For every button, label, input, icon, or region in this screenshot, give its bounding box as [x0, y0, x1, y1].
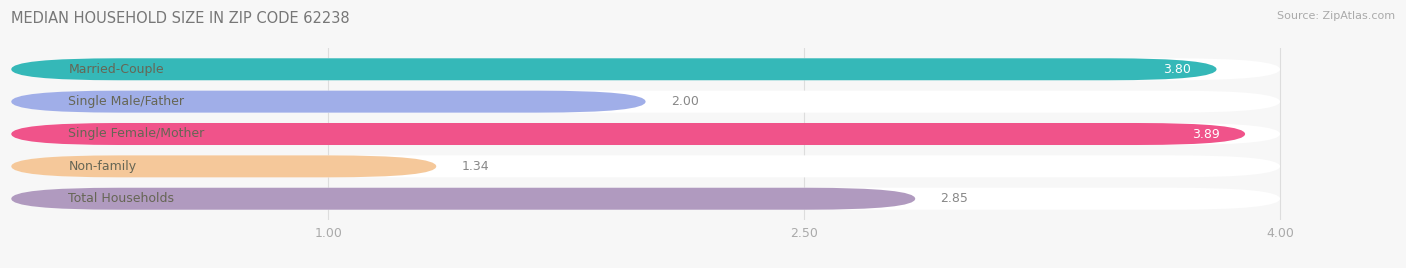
- FancyBboxPatch shape: [11, 155, 436, 177]
- FancyBboxPatch shape: [11, 188, 915, 210]
- Text: 2.00: 2.00: [671, 95, 699, 108]
- FancyBboxPatch shape: [11, 58, 1216, 80]
- Text: 3.80: 3.80: [1163, 63, 1191, 76]
- Text: Total Households: Total Households: [69, 192, 174, 205]
- Text: 3.89: 3.89: [1192, 128, 1220, 140]
- FancyBboxPatch shape: [11, 123, 1246, 145]
- Text: Non-family: Non-family: [69, 160, 136, 173]
- FancyBboxPatch shape: [11, 91, 1279, 113]
- Text: 2.85: 2.85: [941, 192, 969, 205]
- Text: 1.34: 1.34: [461, 160, 489, 173]
- FancyBboxPatch shape: [11, 188, 1279, 210]
- FancyBboxPatch shape: [11, 155, 1279, 177]
- Text: Single Female/Mother: Single Female/Mother: [69, 128, 205, 140]
- FancyBboxPatch shape: [11, 58, 1279, 80]
- FancyBboxPatch shape: [11, 91, 645, 113]
- Text: Source: ZipAtlas.com: Source: ZipAtlas.com: [1277, 11, 1395, 21]
- Text: Single Male/Father: Single Male/Father: [69, 95, 184, 108]
- Text: Married-Couple: Married-Couple: [69, 63, 165, 76]
- FancyBboxPatch shape: [11, 123, 1279, 145]
- Text: MEDIAN HOUSEHOLD SIZE IN ZIP CODE 62238: MEDIAN HOUSEHOLD SIZE IN ZIP CODE 62238: [11, 11, 350, 26]
